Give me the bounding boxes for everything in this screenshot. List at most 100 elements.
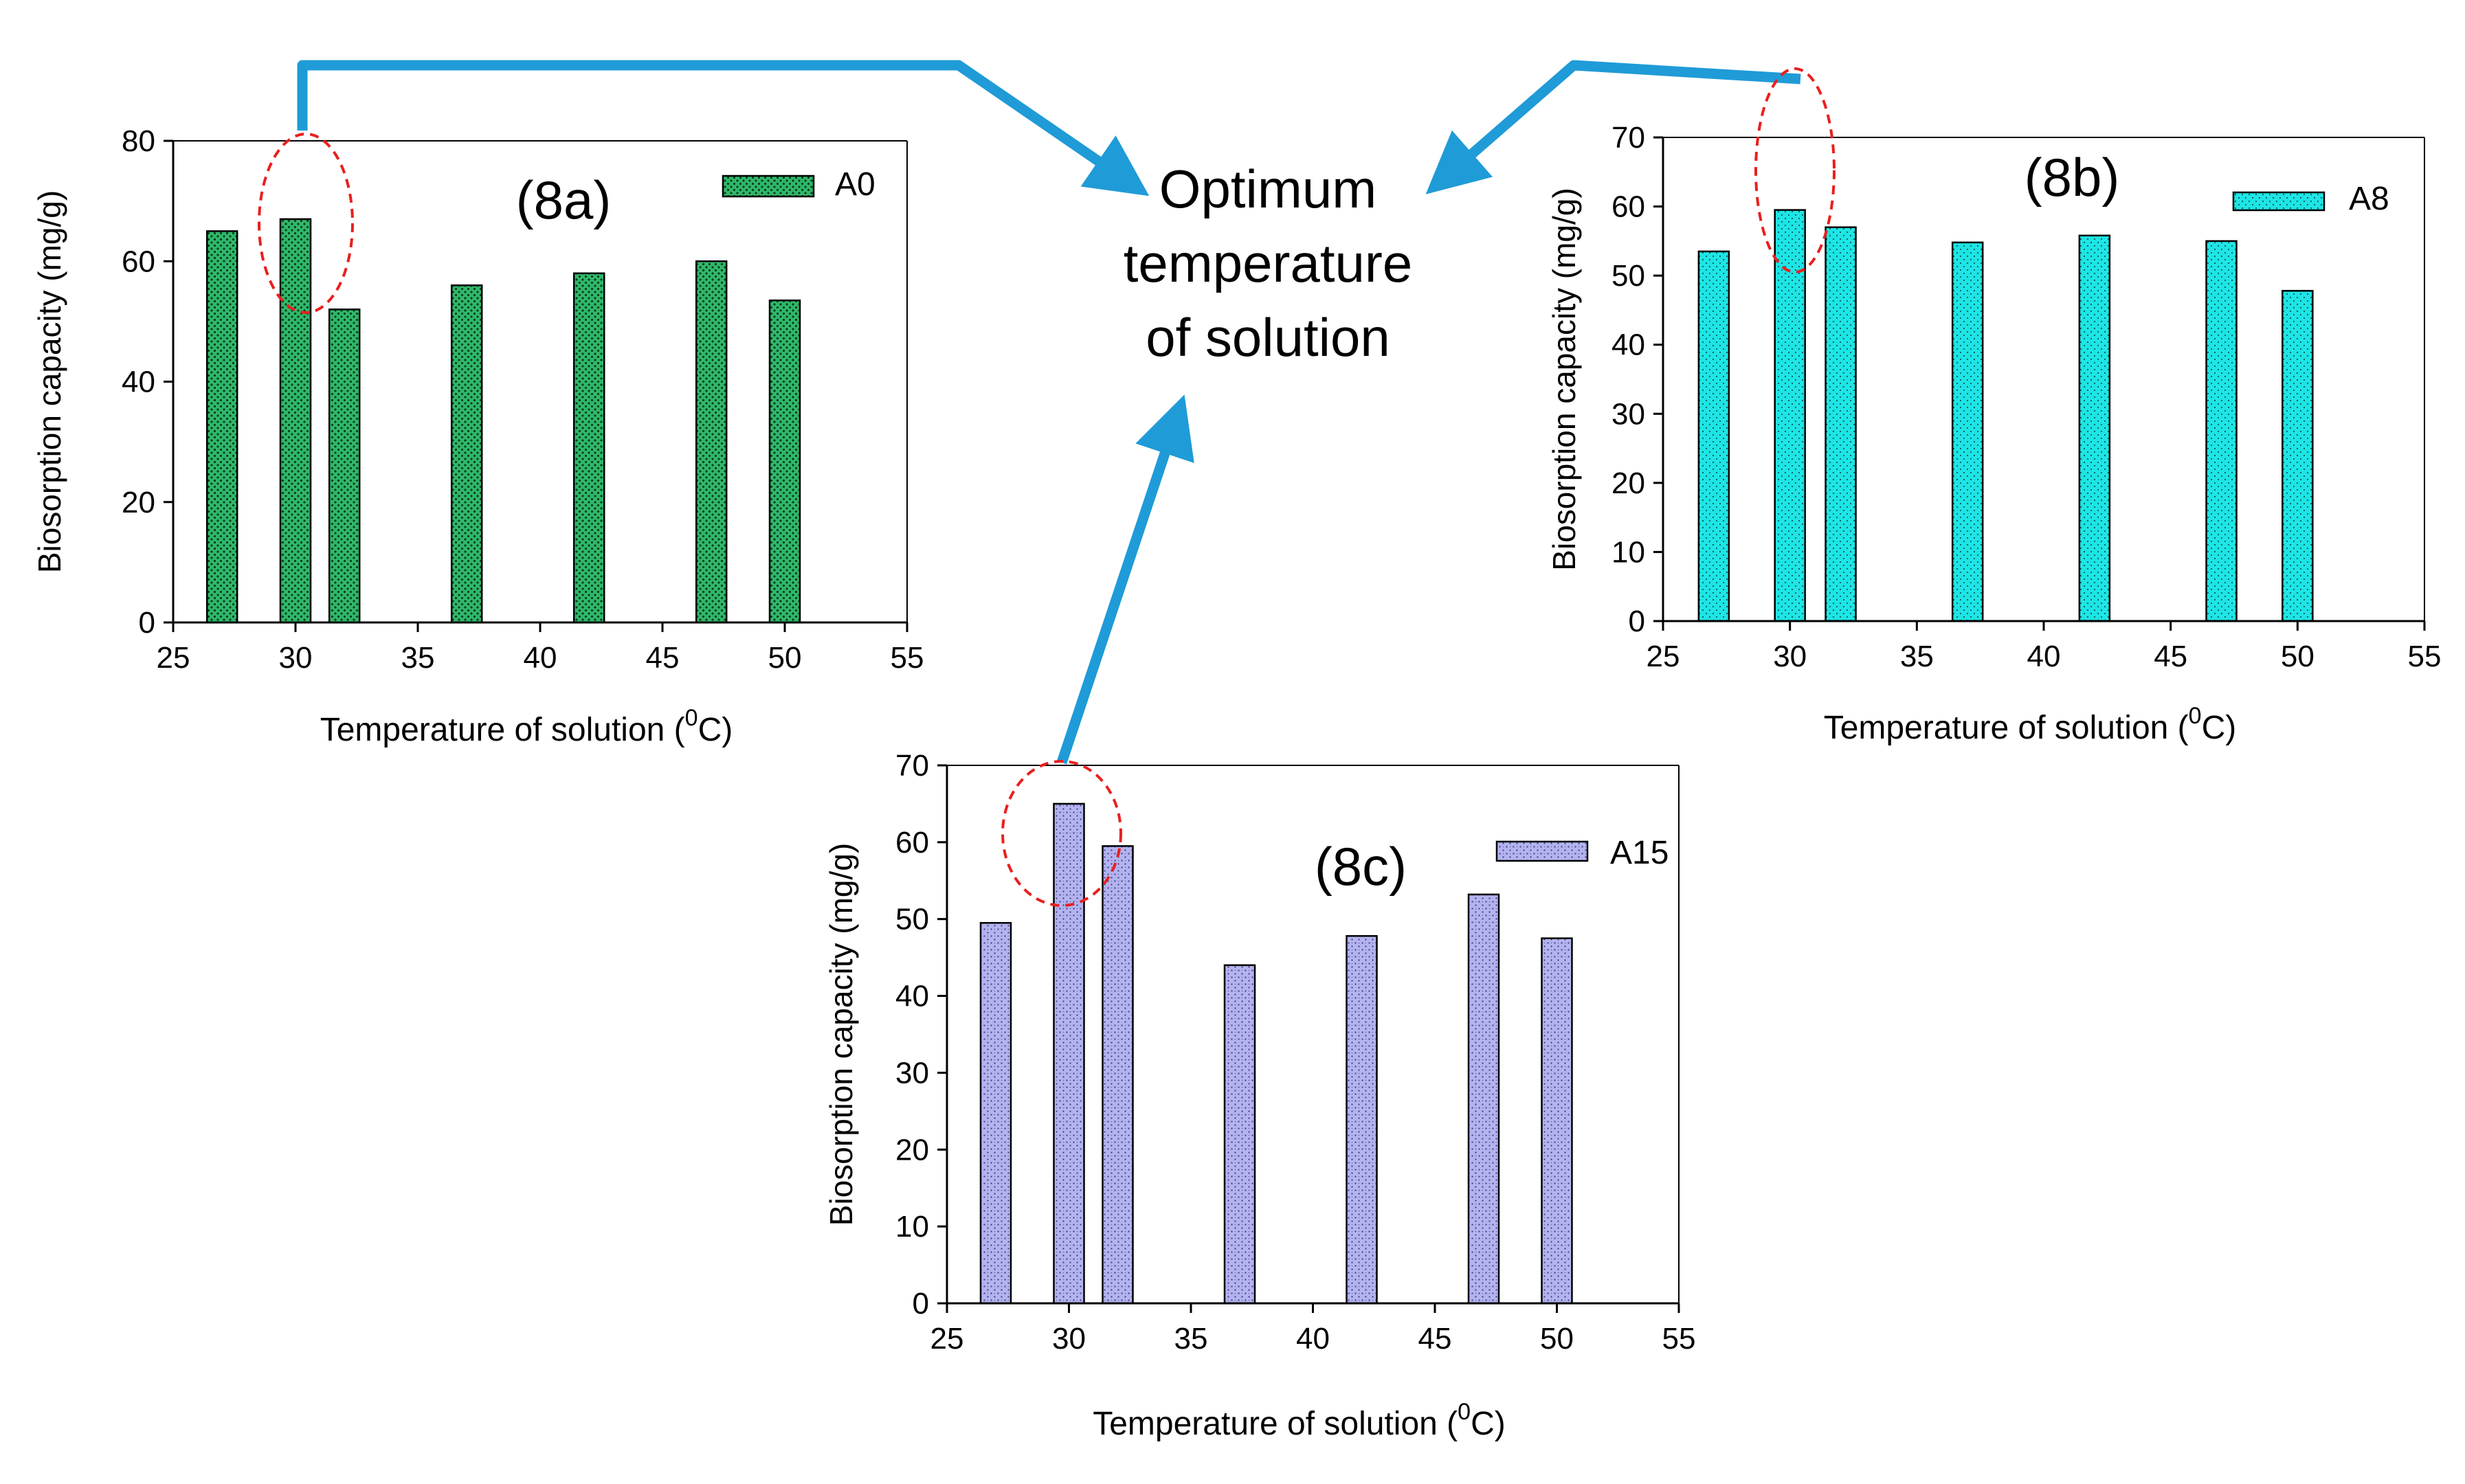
- bar: [1825, 226, 1857, 622]
- y-tick-label: 20: [1611, 466, 1645, 500]
- x-tick-label: 45: [2154, 640, 2187, 673]
- x-tick-label: 45: [646, 641, 680, 675]
- legend-swatch: [722, 175, 815, 198]
- x-tick-label: 55: [891, 641, 924, 675]
- x-axis-label-end: C): [1471, 1406, 1506, 1442]
- y-tick-label: 0: [1629, 605, 1645, 638]
- y-tick-label: 0: [139, 606, 155, 640]
- bar: [328, 308, 361, 624]
- bar: [1223, 964, 1256, 1305]
- x-axis-label: Temperature of solution (0C): [1093, 1399, 1506, 1442]
- bar: [1053, 802, 1085, 1305]
- x-axis-label-sup: 0: [685, 705, 698, 731]
- y-tick-label: 50: [1611, 259, 1645, 293]
- x-tick-label: 30: [1052, 1322, 1086, 1356]
- x-axis-label: Temperature of solution (0C): [320, 705, 733, 748]
- y-tick-label: 20: [895, 1133, 929, 1167]
- y-tick-label: 0: [913, 1287, 929, 1320]
- bar: [2282, 290, 2314, 622]
- bar: [1346, 935, 1378, 1305]
- bar: [695, 260, 728, 624]
- x-tick-label: 35: [1174, 1322, 1208, 1356]
- x-tick-label: 25: [930, 1322, 964, 1356]
- chart-8a: 25 30 35 40 45 50 55 0 20 40 60 80 Temperature of so…: [32, 124, 924, 748]
- bar: [768, 299, 801, 624]
- legend-swatch: [1495, 840, 1589, 862]
- y-axis-label: Biosorption capacity (mg/g): [823, 843, 859, 1226]
- bar: [205, 230, 238, 624]
- x-axis-label-main: Temperature of solution (: [1093, 1406, 1458, 1442]
- y-tick-label: 60: [1611, 190, 1645, 224]
- bar: [1697, 250, 1730, 622]
- x-axis-label-end: C): [2202, 710, 2237, 746]
- y-tick-label: 40: [895, 980, 929, 1013]
- x-tick-label: 40: [1296, 1322, 1330, 1356]
- panel-label: (8b): [2025, 147, 2120, 207]
- center-text-line-2: temperature: [1124, 233, 1413, 293]
- y-tick-label: 80: [122, 124, 155, 158]
- connector-arrows: [297, 60, 1801, 765]
- y-tick-label: 50: [895, 903, 929, 936]
- x-tick-label: 30: [1773, 640, 1807, 673]
- y-tick-label: 70: [1611, 121, 1645, 155]
- optimum-highlight-circle: [1001, 760, 1122, 907]
- x-tick-label: 55: [2408, 640, 2442, 673]
- center-text-line-3: of solution: [1146, 307, 1390, 368]
- bar: [450, 284, 483, 624]
- bar: [572, 272, 605, 624]
- x-axis-label-sup: 0: [2189, 703, 2202, 729]
- optimum-temperature-label: Optimum temperature of solution: [1124, 159, 1413, 368]
- y-axis-label: Biosorption capacity (mg/g): [32, 190, 67, 573]
- y-tick-label: 40: [1611, 328, 1645, 362]
- x-tick-label: 40: [524, 641, 557, 675]
- bar: [1541, 937, 1573, 1305]
- legend-swatch: [2232, 191, 2325, 212]
- x-tick-label: 45: [1418, 1322, 1452, 1356]
- y-tick-label: 70: [895, 749, 929, 783]
- panel-label: (8a): [516, 170, 612, 230]
- arrow-from-8a: [297, 60, 1150, 196]
- bar: [1467, 893, 1500, 1305]
- optimum-highlight-circle: [1754, 67, 1836, 273]
- y-tick-label: 60: [122, 245, 155, 278]
- x-axis-label-main: Temperature of solution (: [320, 712, 685, 748]
- legend-label: A15: [1610, 835, 1669, 871]
- bar: [279, 218, 312, 624]
- y-tick-label: 60: [895, 826, 929, 859]
- legend-label: A8: [2349, 181, 2389, 217]
- y-tick-label: 40: [122, 366, 155, 399]
- y-tick-label: 10: [895, 1210, 929, 1244]
- x-tick-label: 25: [157, 641, 190, 675]
- x-axis-label: Temperature of solution (0C): [1824, 703, 2237, 746]
- chart-8b: 25 30 35 40 45 50 55 0 10 20 30 40 50 60 70 Temperature…: [1546, 67, 2442, 746]
- x-tick-label: 40: [2027, 640, 2061, 673]
- legend-label: A0: [835, 166, 875, 203]
- y-tick-label: 10: [1611, 535, 1645, 569]
- x-axis-label-end: C): [698, 712, 733, 748]
- optimum-highlight-circle: [258, 133, 354, 314]
- bar: [979, 922, 1012, 1305]
- y-tick-label: 30: [1611, 397, 1645, 431]
- x-tick-label: 50: [768, 641, 802, 675]
- bar: [2078, 234, 2111, 622]
- y-axis-label: Biosorption capacity (mg/g): [1546, 188, 1582, 570]
- bar: [2205, 240, 2238, 622]
- x-tick-label: 50: [2281, 640, 2315, 673]
- y-tick-label: 20: [122, 486, 155, 519]
- x-tick-label: 25: [1647, 640, 1680, 673]
- bar: [1951, 241, 1984, 622]
- panel-label: (8c): [1315, 836, 1407, 897]
- x-axis-label-sup: 0: [1458, 1399, 1471, 1425]
- x-tick-label: 35: [1900, 640, 1934, 673]
- x-axis-label-main: Temperature of solution (: [1824, 710, 2189, 746]
- center-text-line-1: Optimum: [1159, 159, 1376, 219]
- y-tick-label: 30: [895, 1056, 929, 1090]
- x-tick-label: 50: [1540, 1322, 1574, 1356]
- arrow-from-8c: [1056, 394, 1194, 765]
- x-tick-label: 30: [279, 641, 313, 675]
- x-tick-label: 55: [1662, 1322, 1696, 1356]
- chart-8c: 25 30 35 40 45 50 55 0 10 20 30 40 50 60 70 Temperature…: [823, 749, 1695, 1442]
- bar: [1102, 845, 1134, 1305]
- x-tick-label: 35: [401, 641, 435, 675]
- arrow-from-8b: [1425, 60, 1801, 194]
